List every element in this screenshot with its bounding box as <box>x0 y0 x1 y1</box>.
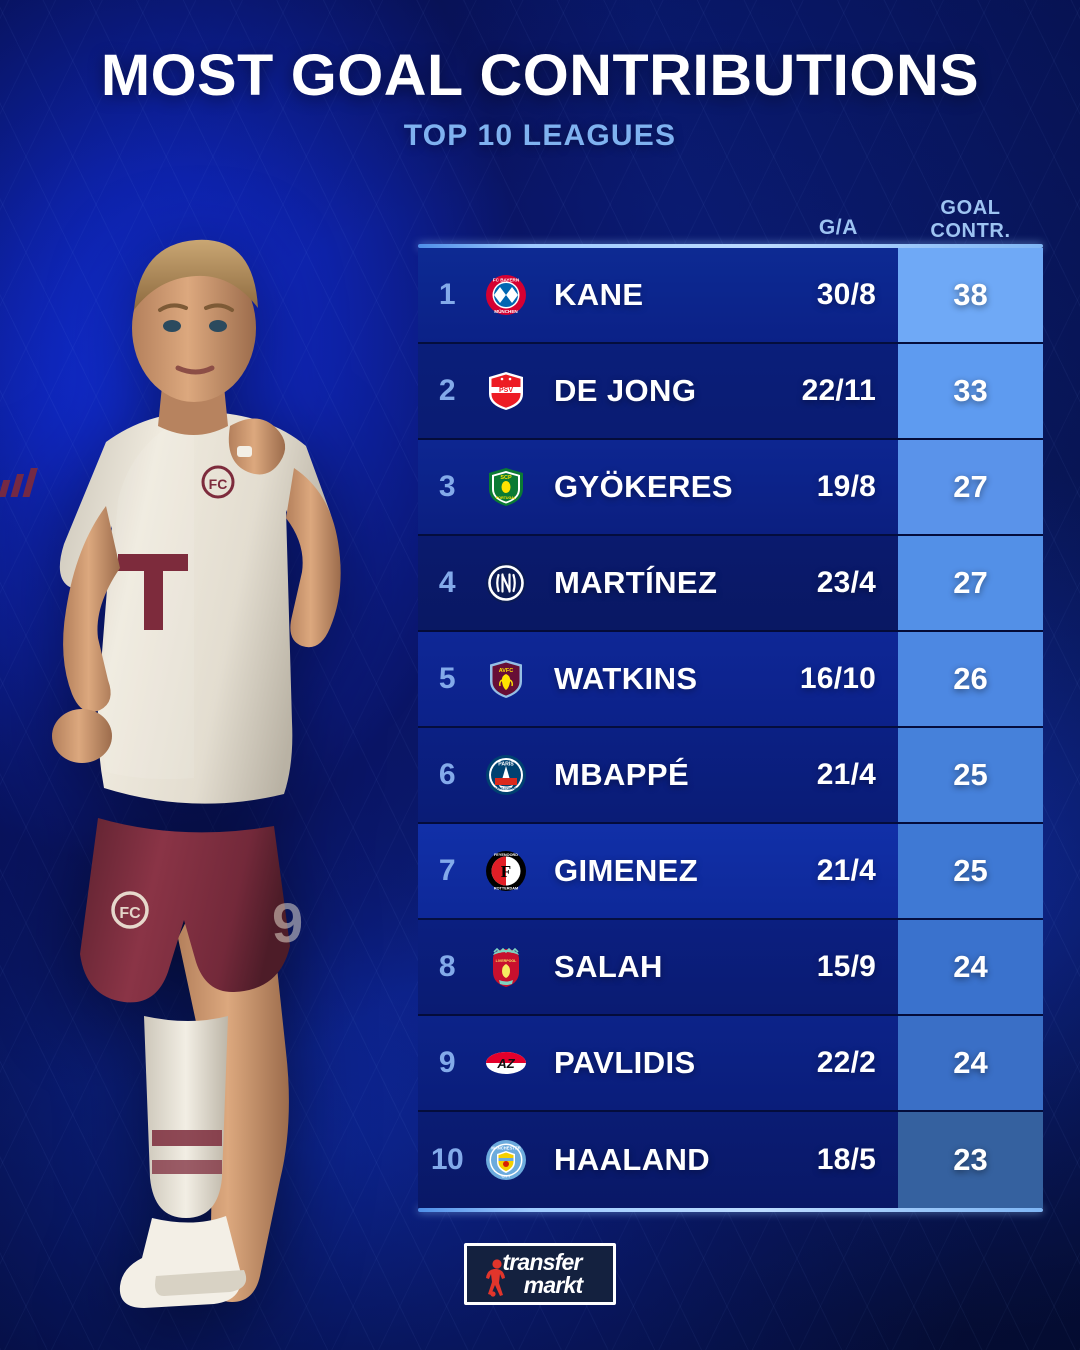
row-player-name: DE JONG <box>554 373 697 408</box>
transfermarkt-logo-bottom-text: markt <box>523 1272 583 1298</box>
table-bottom-rule <box>418 1208 1043 1212</box>
row-goal-contributions: 33 <box>898 344 1043 438</box>
club-crest-feyenoord-icon: F FEYENOORD ROTTERDAM <box>476 850 536 892</box>
svg-text:CITY: CITY <box>501 1174 510 1179</box>
table-body: 1 FC BAYERN MÜNCHEN KANE 30/8 38 2 PSV DE JONG 22… <box>418 248 1043 1208</box>
row-goal-contributions: 27 <box>898 440 1043 534</box>
row-rank: 9 <box>438 1046 456 1079</box>
row-rank: 10 <box>430 1143 464 1176</box>
svg-text:FEYENOORD: FEYENOORD <box>494 853 518 857</box>
row-goals-assists: 21/4 <box>816 854 876 887</box>
row-rank: 5 <box>438 662 456 695</box>
player-photo-harry-kane: FC 9 FC <box>0 150 434 1340</box>
svg-text:FC: FC <box>209 476 228 492</box>
column-header-goal-line1: GOAL <box>940 197 1001 220</box>
svg-text:SAINT-GERMAIN: SAINT-GERMAIN <box>494 787 517 791</box>
column-header-goal-contributions: GOAL CONTR. <box>898 197 1043 242</box>
row-goal-contributions: 25 <box>898 728 1043 822</box>
svg-text:FC: FC <box>119 905 141 922</box>
row-player-name: HAALAND <box>554 1142 711 1177</box>
table-row[interactable]: 6 PARIS SAINT-GERMAIN MBAPPÉ 21/4 25 <box>418 728 1043 824</box>
table-row[interactable]: 8 LIVERPOOL SALAH 15/9 24 <box>418 920 1043 1016</box>
row-goals-assists: 21/4 <box>816 758 876 791</box>
header: MOST GOAL CONTRIBUTIONS TOP 10 LEAGUES <box>0 46 1080 153</box>
svg-text:MANCHESTER: MANCHESTER <box>491 1146 521 1151</box>
row-goal-contributions: 27 <box>898 536 1043 630</box>
row-player-name: GIMENEZ <box>554 853 699 888</box>
club-crest-inter-milan-icon <box>476 562 536 604</box>
row-rank: 1 <box>438 278 456 311</box>
transfermarkt-logo-box: transfer markt <box>464 1243 616 1305</box>
club-crest-bayern-munich-icon: FC BAYERN MÜNCHEN <box>476 274 536 316</box>
row-player-name: KANE <box>554 277 644 312</box>
row-goal-contributions: 24 <box>898 920 1043 1014</box>
row-goals-assists: 22/2 <box>816 1046 876 1079</box>
svg-text:AZ: AZ <box>496 1056 515 1071</box>
row-goals-assists: 16/10 <box>799 662 876 695</box>
row-goals-assists: 19/8 <box>816 470 876 503</box>
row-goal-contributions: 38 <box>898 248 1043 342</box>
row-player-name: WATKINS <box>554 661 698 696</box>
club-crest-sporting-cp-icon: SCP PORTUGAL <box>476 466 536 508</box>
svg-text:F: F <box>501 862 511 881</box>
row-goals-assists: 23/4 <box>816 566 876 599</box>
table-row[interactable]: 4 MARTÍNEZ 23/4 27 <box>418 536 1043 632</box>
row-rank: 6 <box>438 758 456 791</box>
row-rank: 4 <box>438 566 456 599</box>
row-player-name: PAVLIDIS <box>554 1045 696 1080</box>
club-crest-aston-villa-icon: AVFC <box>476 658 536 700</box>
table-row[interactable]: 3 SCP PORTUGAL GYÖKERES 19/8 27 <box>418 440 1043 536</box>
row-goals-assists: 22/11 <box>801 374 876 407</box>
club-crest-paris-saint-germain-icon: PARIS SAINT-GERMAIN <box>476 754 536 796</box>
svg-text:AVFC: AVFC <box>499 668 514 674</box>
svg-text:FC BAYERN: FC BAYERN <box>493 278 520 283</box>
row-rank: 7 <box>438 854 456 887</box>
ranking-table: G/A GOAL CONTR. 1 FC BAYERN MÜNCHEN KANE 30/… <box>418 182 1043 1212</box>
row-player-name: GYÖKERES <box>554 469 733 504</box>
svg-text:ROTTERDAM: ROTTERDAM <box>494 887 518 891</box>
row-goal-contributions: 24 <box>898 1016 1043 1110</box>
svg-text:PARIS: PARIS <box>498 762 514 768</box>
svg-text:LIVERPOOL: LIVERPOOL <box>496 959 518 963</box>
table-row[interactable]: 9 AZ PAVLIDIS 22/2 24 <box>418 1016 1043 1112</box>
svg-text:PORTUGAL: PORTUGAL <box>496 496 517 500</box>
row-goal-contributions: 23 <box>898 1112 1043 1208</box>
club-crest-az-alkmaar-icon: AZ <box>476 1042 536 1084</box>
row-rank: 2 <box>438 374 456 407</box>
svg-text:SCP: SCP <box>500 475 512 481</box>
club-crest-psv-eindhoven-icon: PSV <box>476 370 536 412</box>
svg-text:9: 9 <box>272 891 303 954</box>
row-goals-assists: 15/9 <box>816 950 876 983</box>
column-header-goal-line2: CONTR. <box>930 219 1011 242</box>
svg-text:MÜNCHEN: MÜNCHEN <box>494 308 518 314</box>
table-column-headers: G/A GOAL CONTR. <box>418 182 1043 244</box>
row-player-name: SALAH <box>554 949 663 984</box>
table-row[interactable]: 2 PSV DE JONG 22/11 33 <box>418 344 1043 440</box>
row-player-name: MBAPPÉ <box>554 757 690 792</box>
row-goal-contributions: 26 <box>898 632 1043 726</box>
row-goals-assists: 30/8 <box>816 278 876 311</box>
page-title: MOST GOAL CONTRIBUTIONS <box>100 43 980 108</box>
row-rank: 3 <box>438 470 456 503</box>
table-row[interactable]: 7 F FEYENOORD ROTTERDAM GIMENEZ 21/4 25 <box>418 824 1043 920</box>
row-player-name: MARTÍNEZ <box>554 565 718 600</box>
page-subtitle: TOP 10 LEAGUES <box>403 119 677 153</box>
svg-text:PSV: PSV <box>499 387 513 394</box>
table-row[interactable]: 1 FC BAYERN MÜNCHEN KANE 30/8 38 <box>418 248 1043 344</box>
table-row[interactable]: 10 MANCHESTER CITY HAALAND 18/5 23 <box>418 1112 1043 1208</box>
row-rank: 8 <box>438 950 456 983</box>
column-header-ga: G/A <box>818 216 858 239</box>
club-crest-manchester-city-icon: MANCHESTER CITY <box>476 1139 536 1181</box>
row-goals-assists: 18/5 <box>816 1143 876 1176</box>
club-crest-liverpool-icon: LIVERPOOL <box>476 946 536 988</box>
row-goal-contributions: 25 <box>898 824 1043 918</box>
table-row[interactable]: 5 AVFC WATKINS 16/10 26 <box>418 632 1043 728</box>
transfermarkt-logo: transfer markt <box>0 1243 1080 1305</box>
